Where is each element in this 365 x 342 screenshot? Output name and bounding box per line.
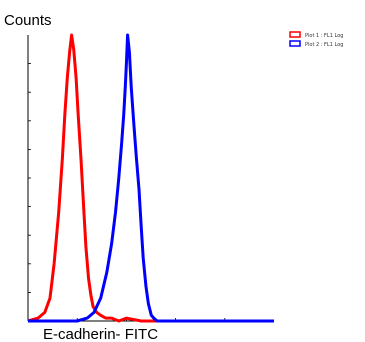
legend: Plot 1 : FL1 Log Plot 2 : FL1 Log <box>289 31 343 48</box>
series-layer <box>27 33 274 323</box>
legend-label-plot-1: Plot 1 : FL1 Log <box>305 33 343 39</box>
legend-swatch-plot-2 <box>289 40 301 47</box>
series-line-plot-2 <box>28 33 274 323</box>
legend-label-plot-2: Plot 2 : FL1 Log <box>305 42 343 48</box>
y-axis-title: Counts <box>4 12 52 29</box>
x-axis-title: E-cadherin- FITC <box>43 326 158 342</box>
series-line-plot-1 <box>27 33 274 323</box>
axis-ticks <box>28 63 226 321</box>
legend-swatch-plot-1 <box>289 31 301 38</box>
